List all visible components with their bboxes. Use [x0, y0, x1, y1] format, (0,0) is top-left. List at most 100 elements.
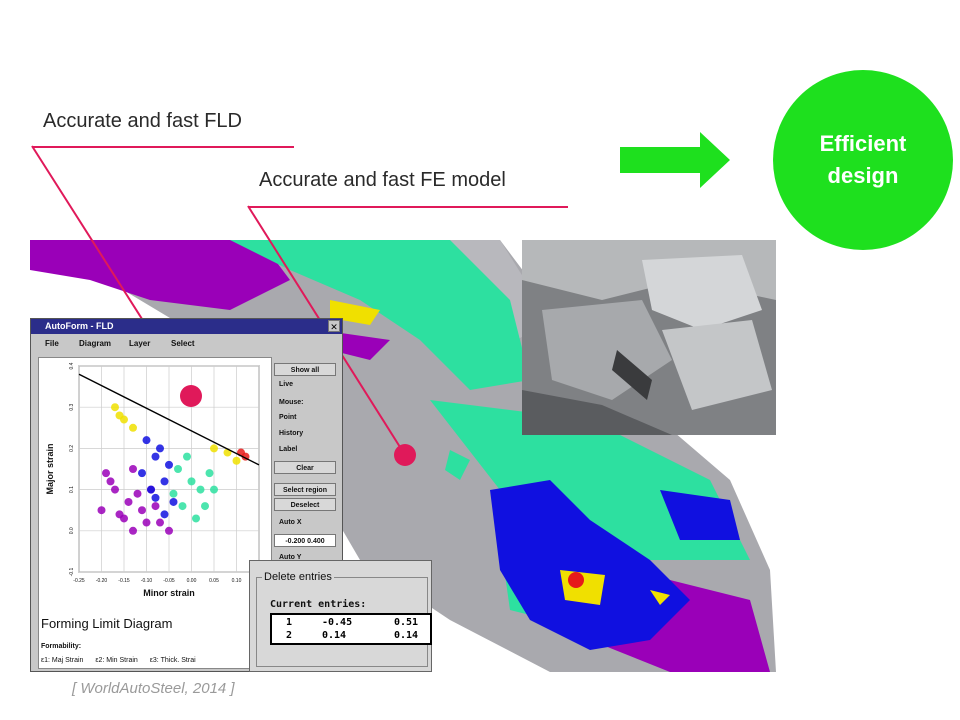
menu-file[interactable]: File: [45, 339, 59, 348]
entry-major: 0.14: [394, 630, 419, 641]
data-point: [165, 460, 173, 469]
data-point: [160, 477, 169, 486]
data-point: [129, 465, 137, 473]
entry-id: 2: [286, 630, 293, 641]
data-point: [106, 477, 115, 486]
fld-menubar: File Diagram Layer Select: [31, 335, 342, 353]
current-entries-label: Current entries:: [270, 599, 367, 610]
fe-model-label: Accurate and fast FE model: [259, 169, 506, 191]
entry-minor: -0.45: [322, 617, 353, 628]
fld-chart: -0.25 -0.20 -0.15 -0.10 -0.05 0.00 0.05 0.10 0.1…: [45, 362, 264, 598]
x-tick-label: 0.00: [187, 578, 197, 584]
data-point: [160, 510, 169, 519]
data-point: [205, 469, 214, 478]
formability-e3: ε3: Thick. Strai: [149, 657, 196, 664]
x-tick-label: -0.25: [73, 578, 85, 584]
y-tick-label: 0.1: [69, 486, 75, 493]
deselect-button[interactable]: Deselect: [274, 498, 336, 511]
forming-limit-curve: [78, 373, 260, 466]
delete-entries-window: Delete entries Current entries: 1 -0.45 …: [249, 560, 432, 672]
data-point: [111, 485, 119, 494]
data-point: [138, 506, 146, 515]
mouse-history-radio[interactable]: History: [279, 430, 304, 437]
formability-e1: ε1: Maj Strain: [41, 657, 84, 664]
data-point: [183, 452, 191, 461]
data-point: [115, 411, 124, 420]
fld-window-title: AutoForm - FLD: [31, 319, 342, 334]
fld-label: Accurate and fast FLD: [43, 110, 242, 132]
y-tick-label: 0.4: [69, 362, 75, 369]
y-tick-label: -0.1: [69, 567, 75, 576]
mouse-label: Mouse:: [279, 399, 304, 406]
data-point: [169, 497, 178, 506]
auto-y-toggle[interactable]: Auto Y: [279, 554, 302, 561]
data-point: [115, 510, 124, 519]
x-tick-label: -0.20: [96, 578, 108, 584]
data-point: [232, 456, 241, 465]
data-point: [151, 502, 160, 511]
y-tick-label: 0.3: [69, 404, 75, 411]
arrow-right-icon: [620, 132, 730, 188]
y-tick-label: 0.0: [69, 527, 75, 534]
menu-layer[interactable]: Layer: [129, 339, 151, 348]
data-point: [210, 485, 218, 494]
data-point: [201, 502, 209, 511]
data-point: [174, 465, 182, 473]
data-point: [129, 526, 137, 535]
efficient-text: Efficient: [819, 131, 907, 156]
data-point: [151, 452, 160, 461]
x-axis-label: Minor strain: [143, 588, 195, 598]
x-range-field[interactable]: -0.200 0.400: [274, 534, 336, 547]
data-point: [192, 514, 200, 523]
entries-table[interactable]: 1 -0.45 0.51 2 0.14 0.14: [270, 613, 432, 645]
auto-x-toggle[interactable]: Auto X: [279, 519, 302, 526]
mouse-label-radio[interactable]: Label: [279, 446, 298, 453]
data-point: [142, 518, 151, 527]
data-point: [187, 477, 196, 486]
data-point: [151, 493, 160, 502]
close-icon[interactable]: ✕: [328, 320, 340, 332]
data-point: [169, 489, 178, 498]
fld-diagram-title: Forming Limit Diagram: [41, 616, 173, 631]
clear-button[interactable]: Clear: [274, 461, 336, 474]
data-point: [147, 485, 155, 494]
data-point: [178, 502, 187, 511]
entry-id: 1: [286, 617, 293, 628]
citation: [ WorldAutoSteel, 2014 ]: [72, 680, 235, 697]
table-row[interactable]: 1 -0.45 0.51: [272, 617, 430, 630]
fld-plot-panel: -0.25 -0.20 -0.15 -0.10 -0.05 0.00 0.05 0.10 0.1…: [38, 357, 272, 669]
data-point: [210, 444, 218, 453]
show-all-button[interactable]: Show all: [274, 363, 336, 376]
entry-major: 0.51: [394, 617, 419, 628]
data-point: [156, 518, 164, 527]
entry-minor: 0.14: [322, 630, 347, 641]
table-row[interactable]: 2 0.14 0.14: [272, 630, 430, 643]
formability-legend: ε1: Maj Strain ε2: Min Strain ε3: Thick.…: [41, 657, 196, 664]
data-point: [111, 403, 119, 412]
fe-underline: [248, 206, 568, 208]
select-region-button[interactable]: Select region: [274, 483, 336, 496]
data-point: [129, 423, 137, 432]
delete-entries-title: Delete entries: [262, 571, 334, 583]
menu-diagram[interactable]: Diagram: [79, 339, 112, 348]
data-point: [133, 489, 142, 498]
design-text: design: [827, 163, 899, 188]
fld-pointer-dot: [180, 385, 202, 407]
live-toggle[interactable]: Live: [279, 381, 294, 388]
efficient-design-circle: Efficient design: [773, 70, 953, 250]
data-point: [142, 436, 151, 445]
x-tick-label: 0.05: [209, 578, 219, 584]
x-tick-label: -0.15: [118, 578, 130, 584]
formability-label: Formability:: [41, 643, 82, 650]
x-tick-label: -0.10: [141, 578, 153, 584]
data-point: [102, 469, 110, 478]
y-tick-label: 0.2: [69, 445, 75, 452]
data-point: [165, 526, 173, 535]
fld-underline: [32, 146, 294, 148]
mouse-point-radio[interactable]: Point: [279, 414, 297, 421]
fe-pointer-dot: [394, 444, 416, 466]
menu-select[interactable]: Select: [171, 339, 195, 348]
data-point: [196, 485, 205, 494]
x-tick-label: -0.05: [163, 578, 175, 584]
